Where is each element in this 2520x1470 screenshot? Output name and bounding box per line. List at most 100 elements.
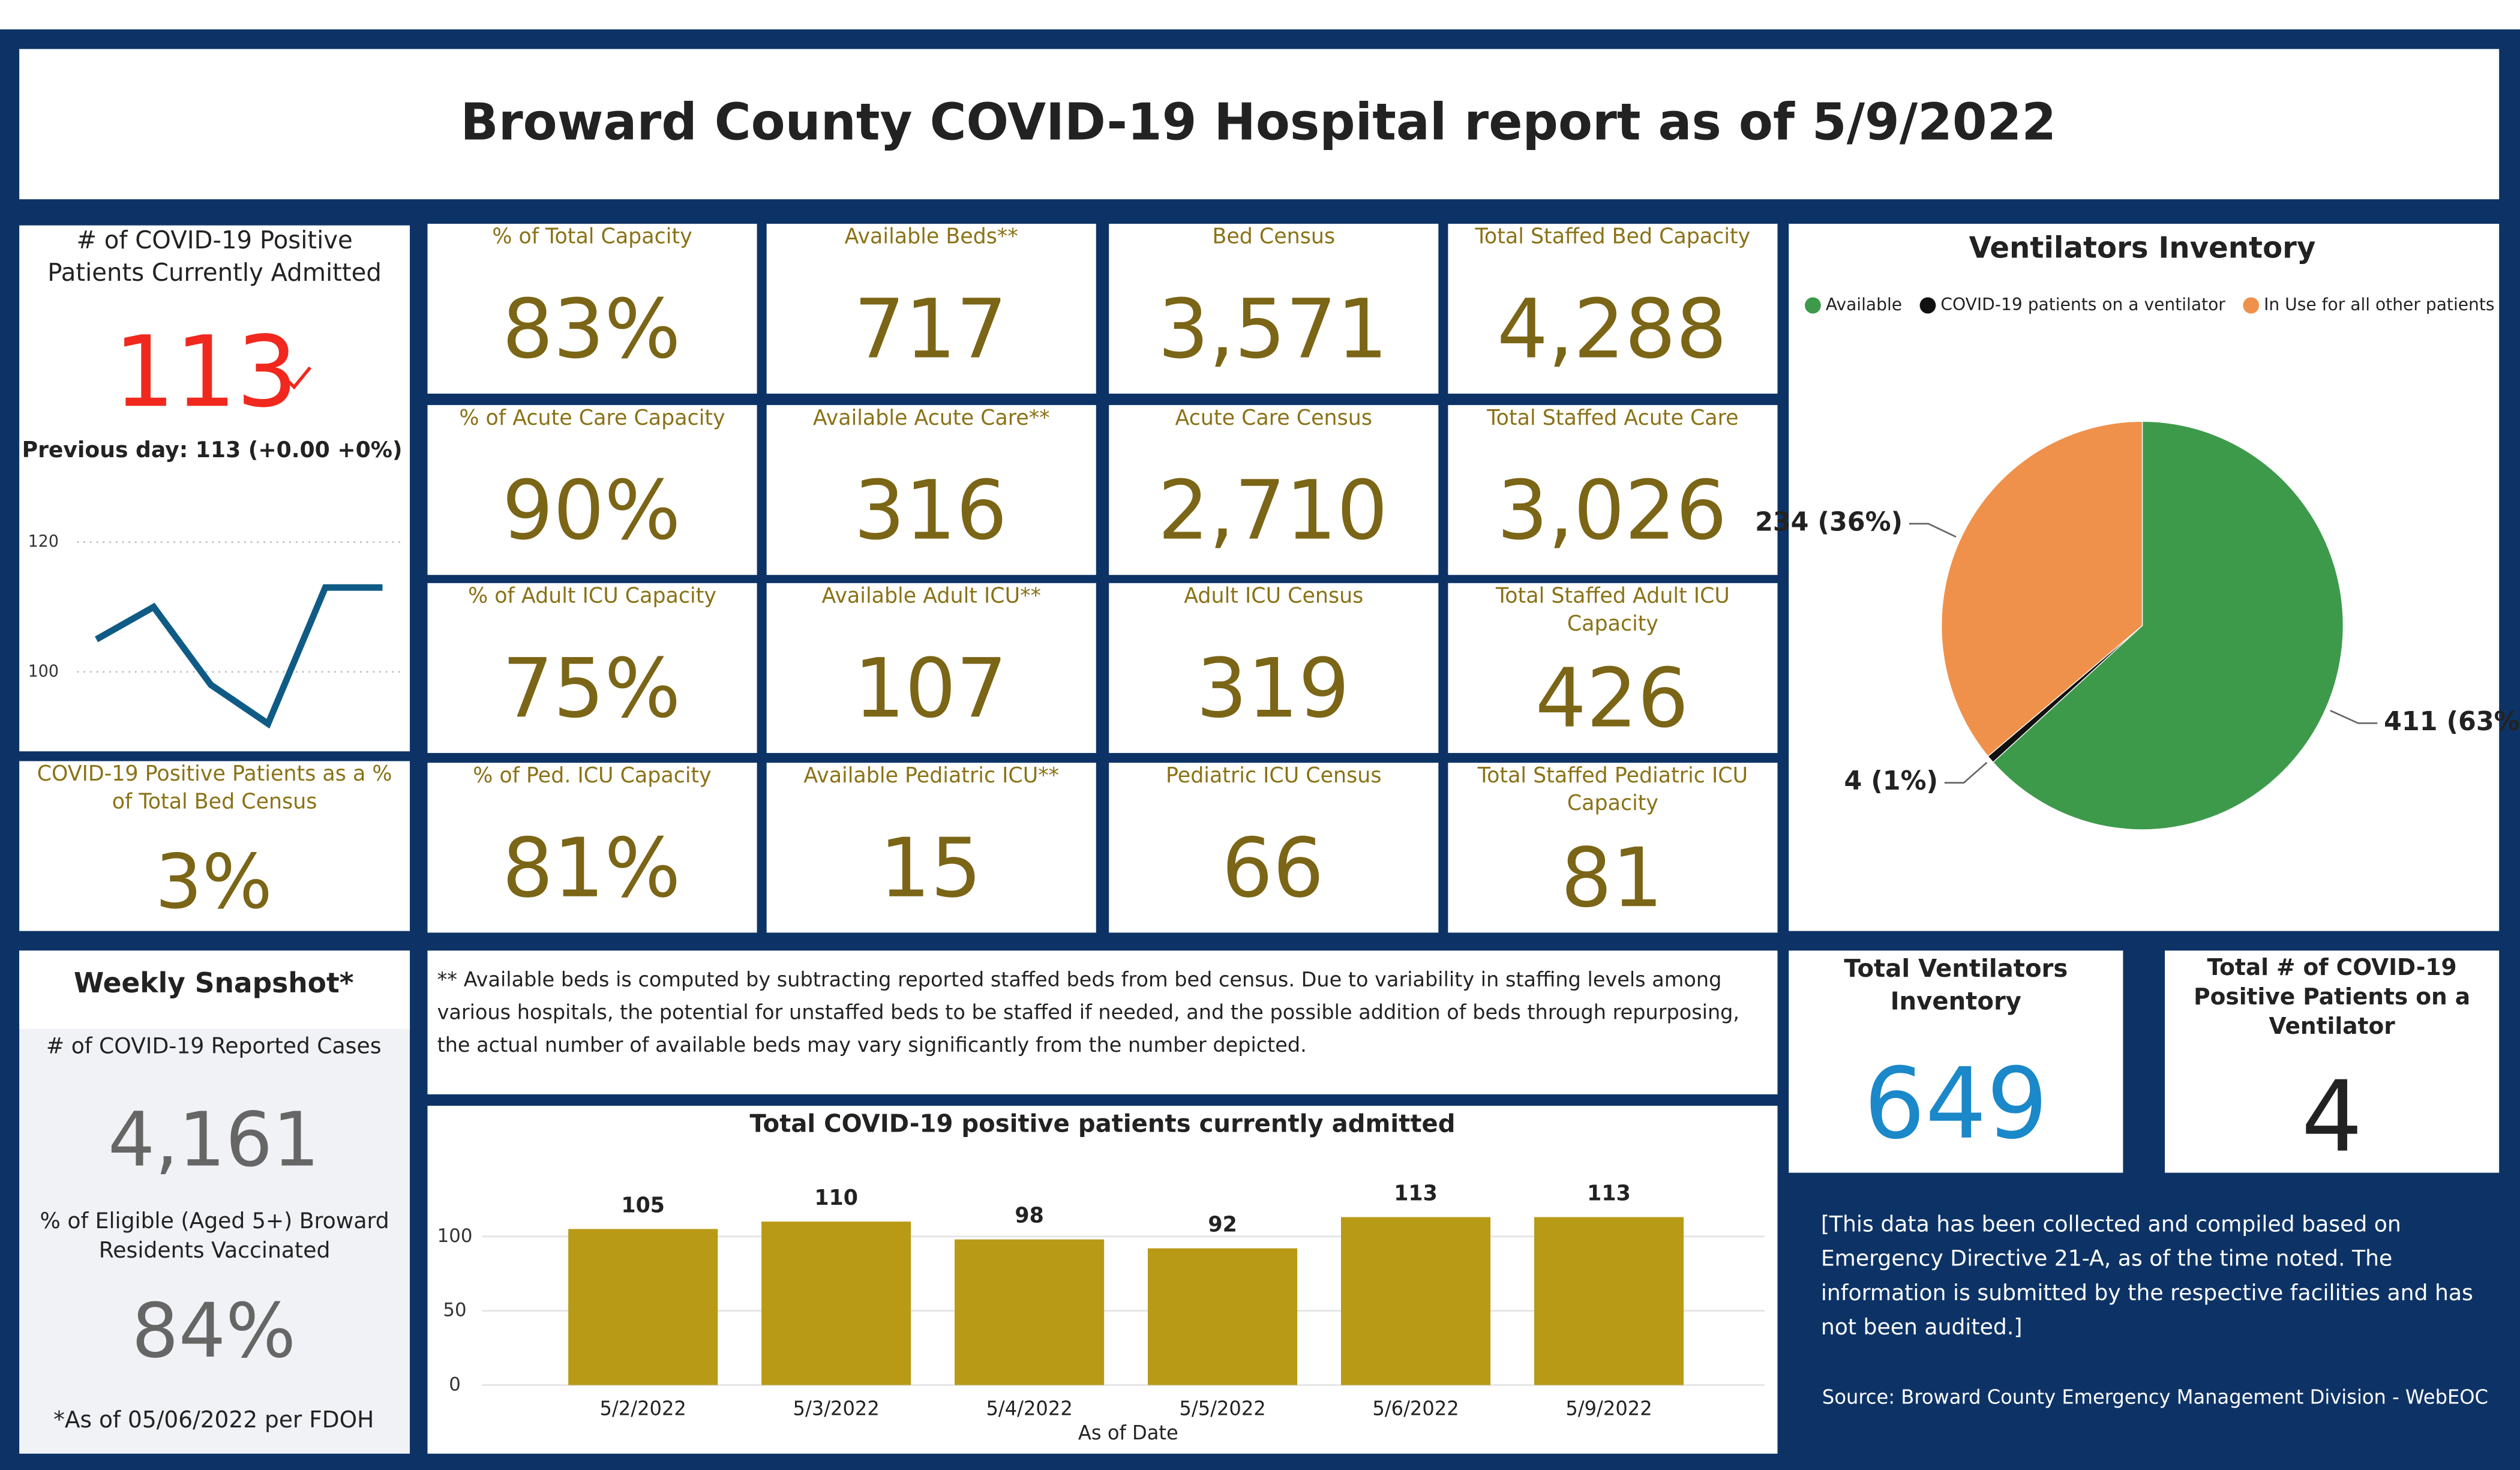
y-tick-label: 0 (449, 1373, 461, 1395)
kpi-label: Pediatric ICU Census (1166, 764, 1382, 789)
chart-title: Ventilators Inventory (1969, 231, 2316, 265)
card (427, 405, 757, 575)
kpi-value: 90% (502, 463, 681, 558)
snapshot-footnote: *As of 05/06/2022 per FDOH (53, 1406, 374, 1433)
kpi-label-box: Available Adult ICU** (821, 584, 1041, 610)
bar (761, 1221, 911, 1385)
data-label: 105 (621, 1193, 665, 1217)
kpi-label: % of Acute Care Capacity (459, 406, 725, 431)
kpi-value: 2,710 (1158, 463, 1388, 558)
data-label: 113 (1587, 1181, 1631, 1205)
kpi-label: % of Ped. ICU Capacity (473, 764, 712, 789)
kpi-label-box: Adult ICU Census (1184, 584, 1364, 610)
bar (568, 1229, 718, 1385)
y-tick-label: 100 (28, 662, 59, 680)
x-tick-label: 5/2/2022 (600, 1397, 686, 1420)
data-label: 113 (1394, 1181, 1438, 1205)
kpi-label: Adult ICU Census (1184, 584, 1364, 610)
legend-dot (1805, 297, 1821, 314)
cases-value: 4,161 (108, 1097, 320, 1184)
legend-label: COVID-19 patients on a ventilator (1940, 295, 2225, 314)
kpi-value: 717 (854, 281, 1007, 376)
bar (1148, 1248, 1298, 1385)
kpi-value: 3,026 (1497, 463, 1727, 558)
bar (955, 1239, 1105, 1385)
kpi-label-box: Available Pediatric ICU** (803, 764, 1060, 789)
card (1109, 583, 1439, 753)
leader-line (1944, 761, 1988, 784)
data-label: 92 (1208, 1212, 1237, 1237)
card (427, 583, 757, 753)
census-share-label: COVID-19 Positive Patients as a % of Tot… (37, 763, 392, 815)
kpi-value: 15 (880, 821, 982, 916)
kpi-value: 81% (502, 821, 681, 916)
card (1448, 223, 1778, 394)
kpi-label-box: Total Staffed Acute Care (1487, 406, 1739, 431)
kpi-value: 316 (854, 463, 1007, 558)
kpi-label: Available Beds** (844, 225, 1018, 250)
disclaimer: [This data has been collected and compil… (1820, 1211, 2473, 1341)
data-label: 234 (36%) (1755, 507, 1903, 537)
card (766, 405, 1096, 575)
kpi-label-box: Total Staffed Adult ICU Capacity (1496, 585, 1730, 637)
kpi-label-box: Bed Census (1212, 225, 1336, 250)
kpi-label-box: Available Beds** (844, 225, 1018, 250)
kpi-label-box: Available Acute Care** (813, 407, 1050, 431)
kpi-label: % of Total Capacity (492, 225, 692, 250)
kpi-label: % of Adult ICU Capacity (468, 584, 716, 610)
vaccinated-label-box: % of Eligible (Aged 5+) Broward Resident… (40, 1208, 389, 1264)
card (19, 950, 410, 1454)
kpi-label-box: Pediatric ICU Census (1166, 764, 1382, 789)
leader-line (1909, 523, 1957, 538)
check-icon (284, 366, 312, 390)
note-text: ** Available beds is computed by subtrac… (437, 967, 1740, 1057)
kpi-label-box: % of Acute Care Capacity (459, 406, 725, 431)
total-vent-value: 649 (1864, 1048, 2048, 1162)
data-label: 411 (63%) (2384, 707, 2520, 737)
legend-label: In Use for all other patients (2264, 295, 2494, 314)
card (427, 223, 757, 394)
source: Source: Broward County Emergency Managem… (1822, 1385, 2488, 1408)
vaccinated-label: % of Eligible (Aged 5+) Broward Resident… (40, 1208, 389, 1264)
kpi-label-box: % of Ped. ICU Capacity (473, 764, 712, 789)
cases-label: # of COVID-19 Reported Cases (46, 1033, 382, 1058)
note-text-box: ** Available beds is computed by subtrac… (437, 967, 1740, 1057)
kpi-label: Available Adult ICU** (821, 584, 1041, 610)
x-tick-label: 5/4/2022 (986, 1397, 1072, 1420)
x-axis-title: As of Date (1078, 1421, 1178, 1444)
bar (1341, 1217, 1491, 1385)
card (19, 49, 2500, 200)
card (1109, 763, 1439, 933)
y-tick-label: 120 (28, 532, 59, 551)
kpi-value: 107 (854, 641, 1007, 736)
page-title: Broward County COVID-19 Hospital report … (460, 92, 2056, 152)
card (1448, 583, 1778, 753)
card (2165, 950, 2500, 1173)
kpi-label: Total Staffed Acute Care (1487, 406, 1739, 431)
x-tick-label: 5/6/2022 (1372, 1397, 1459, 1420)
x-tick-label: 5/3/2022 (793, 1397, 880, 1420)
kpi-label: Acute Care Census (1175, 406, 1372, 431)
kpi-label: Total Staffed Bed Capacity (1475, 225, 1751, 250)
line-series (95, 584, 383, 729)
pie-slice (1992, 421, 2344, 830)
kpi-value: 319 (1196, 641, 1350, 736)
admitted-label: # of COVID-19 Positive Patients Currentl… (47, 225, 382, 287)
card (427, 763, 757, 933)
vaccinated-value: 84% (131, 1288, 296, 1375)
card (1448, 405, 1778, 575)
kpi-value: 3,571 (1158, 281, 1388, 376)
kpi-label: Available Pediatric ICU** (803, 764, 1060, 789)
y-tick-label: 50 (443, 1299, 466, 1321)
legend-dot (2243, 297, 2260, 314)
admitted-label-box: # of COVID-19 Positive Patients Currentl… (47, 225, 382, 287)
kpi-label-box: Total Staffed Bed Capacity (1475, 225, 1751, 250)
leader-line (2330, 710, 2378, 724)
data-label: 98 (1015, 1203, 1043, 1228)
total-vent-label-box: Total Ventilators Inventory (1844, 954, 2068, 1015)
kpi-label: Bed Census (1212, 225, 1336, 250)
card (1448, 763, 1778, 933)
kpi-label: Total Staffed Pediatric ICU Capacity (1477, 764, 1748, 817)
